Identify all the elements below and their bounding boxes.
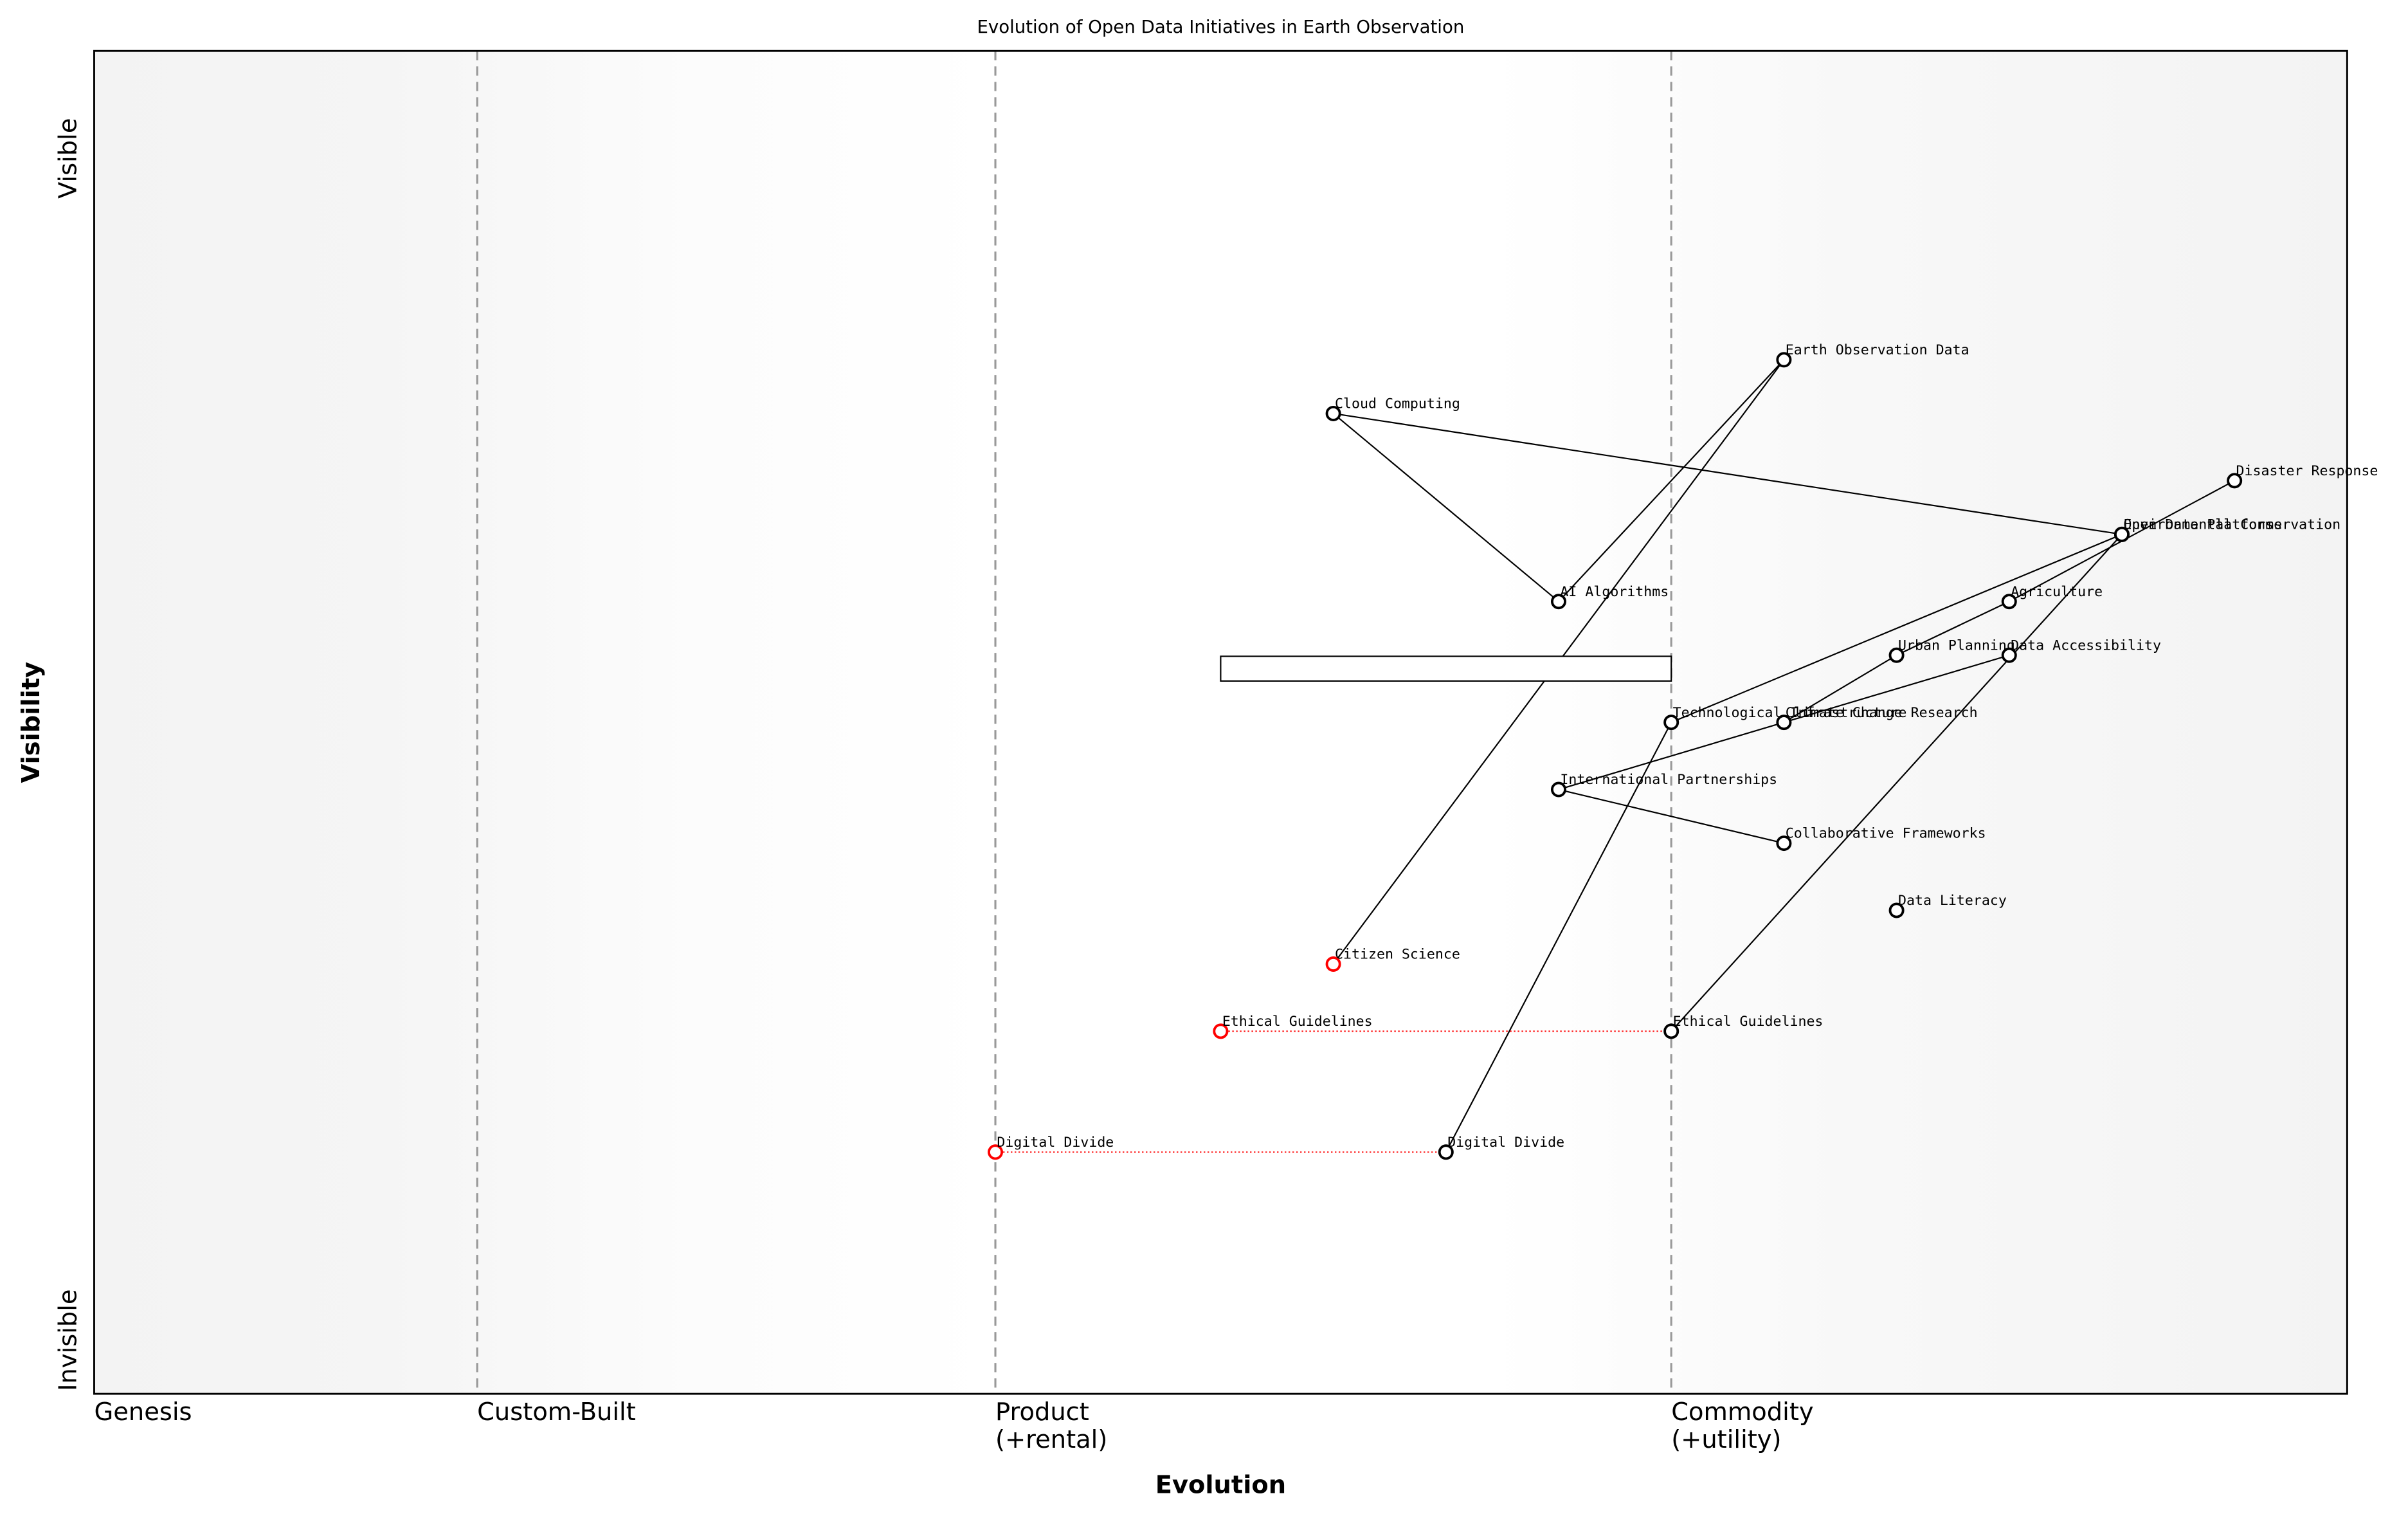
dependency-link xyxy=(1558,359,1785,602)
y-axis-title: Visibility xyxy=(17,662,46,783)
y-tick-label: Visible xyxy=(54,118,83,199)
component-node xyxy=(1551,594,1567,610)
plot-background xyxy=(94,51,2348,1394)
component-label: Ethical Guidelines xyxy=(1673,1014,1824,1030)
component-node xyxy=(988,1144,1004,1160)
component-node xyxy=(1663,1023,1679,1039)
component-node xyxy=(1888,647,1905,663)
x-tick-label-box: Custom-Built xyxy=(477,1398,636,1427)
component-label: Ethical Guidelines xyxy=(1222,1014,1373,1030)
pipeline xyxy=(1220,655,1672,682)
component-node xyxy=(1551,781,1567,798)
component-label: Digital Divide xyxy=(997,1135,1114,1151)
dependency-link xyxy=(1670,534,2123,1032)
dependency-link xyxy=(1332,413,1559,603)
dependency-link xyxy=(1783,654,1897,724)
component-label: Collaborative Frameworks xyxy=(1786,826,1986,842)
component-label: Citizen Science xyxy=(1335,947,1460,963)
component-node xyxy=(1325,405,1341,421)
x-tick-label-box: Genesis xyxy=(94,1398,192,1427)
component-node xyxy=(2227,473,2243,489)
component-node xyxy=(1325,956,1341,972)
component-node xyxy=(1776,352,1792,368)
component-node xyxy=(1438,1144,1454,1160)
dependency-link xyxy=(1333,412,2123,535)
component-label: International Partnerships xyxy=(1560,772,1777,788)
x-tick-label: Genesis xyxy=(94,1398,192,1427)
component-label: Climate Change Research xyxy=(1786,705,1978,721)
plot-frame xyxy=(93,50,2348,1395)
component-node xyxy=(1776,835,1792,852)
component-label: Urban Planning xyxy=(1898,637,2015,653)
component-label: AI Algorithms xyxy=(1560,584,1669,600)
component-node xyxy=(1663,715,1679,731)
component-label: Data Accessibility xyxy=(2011,637,2161,653)
dependency-link xyxy=(1445,722,1672,1153)
component-label: Open Data Platforms xyxy=(2123,516,2282,533)
component-label: Earth Observation Data xyxy=(1786,342,1969,358)
x-tick-label: Commodity (+utility) xyxy=(1671,1398,1814,1455)
dependency-link xyxy=(1558,789,1784,844)
component-label: Cloud Computing xyxy=(1335,396,1460,412)
component-label: Environmental Conservation xyxy=(2123,516,2340,533)
component-label: Disaster Response xyxy=(2236,463,2378,479)
chart-title: Evolution of Open Data Initiatives in Ea… xyxy=(977,16,1464,37)
component-node xyxy=(1888,902,1905,918)
x-tick-label-box: Product (+rental) xyxy=(995,1398,1108,1455)
component-label: Data Literacy xyxy=(1898,893,2007,909)
dependency-link xyxy=(1670,533,2123,724)
component-node xyxy=(2001,594,2017,610)
x-tick-label: Custom-Built xyxy=(477,1398,636,1427)
component-node xyxy=(2001,647,2017,663)
component-node xyxy=(1776,715,1792,731)
x-tick-label: Product (+rental) xyxy=(995,1398,1108,1455)
component-node xyxy=(2114,526,2130,542)
x-axis-title: Evolution xyxy=(1155,1471,1286,1500)
dependency-link xyxy=(1896,601,2010,656)
component-label: Digital Divide xyxy=(1447,1135,1564,1151)
y-tick-label: Invisible xyxy=(54,1289,83,1391)
component-label: Agriculture xyxy=(2011,584,2103,600)
component-node xyxy=(1213,1023,1229,1039)
x-tick-label-box: Commodity (+utility) xyxy=(1671,1398,1814,1455)
